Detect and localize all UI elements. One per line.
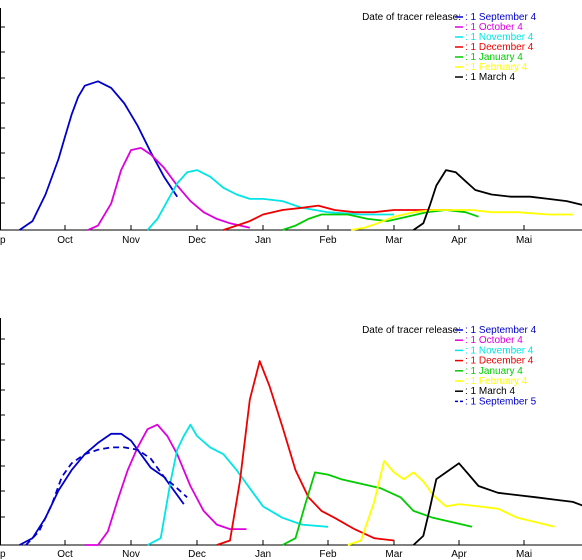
x-tick-label: Nov xyxy=(122,549,140,560)
x-tick-label: Dec xyxy=(188,549,206,560)
legend-entry: : 1 September 5 xyxy=(465,396,537,407)
series-line-4 xyxy=(216,360,395,546)
legend-entry: : 1 January 4 xyxy=(465,52,523,63)
series-line-2 xyxy=(84,423,247,546)
legend-entry: : 1 March 4 xyxy=(465,72,515,83)
series-line-2 xyxy=(87,146,250,231)
x-tick-label: ep xyxy=(0,235,6,246)
x-tick-label: ep xyxy=(0,549,6,560)
x-tick-label: Oct xyxy=(57,549,73,560)
chart-panel-2: epOctNovDecJanFebMarAprMaiJDate of trace… xyxy=(0,318,582,560)
legend-entry: : 1 January 4 xyxy=(465,366,523,377)
legend-entry: : 1 November 4 xyxy=(465,345,534,356)
x-tick-label: Oct xyxy=(57,235,73,246)
x-tick-label: Jan xyxy=(255,549,271,560)
legend-entry: : 1 November 4 xyxy=(465,32,534,43)
chart-panel-1: epOctNovDecJanFebMarAprMaiJDate of trace… xyxy=(0,8,582,246)
legend-title: Date of tracer release: xyxy=(362,325,461,336)
legend-entry: : 1 September 4 xyxy=(465,12,537,23)
series-line-6 xyxy=(350,209,573,231)
series-line-8 xyxy=(25,446,188,546)
x-tick-label: Apr xyxy=(451,549,467,560)
legend-entry: : 1 December 4 xyxy=(465,356,534,367)
series-line-6 xyxy=(347,460,555,546)
x-tick-label: Mar xyxy=(385,549,403,560)
x-tick-label: Jan xyxy=(255,235,271,246)
series-line-7 xyxy=(412,169,582,231)
x-tick-label: Mai xyxy=(516,235,532,246)
x-tick-label: Mai xyxy=(516,549,532,560)
series-line-7 xyxy=(412,462,582,546)
series-line-1 xyxy=(18,80,178,231)
legend-entry: : 1 February 4 xyxy=(465,376,528,387)
legend-entry: : 1 October 4 xyxy=(465,335,523,346)
series-line-3 xyxy=(146,169,394,231)
legend-title: Date of tracer release: xyxy=(362,12,461,23)
legend-entry: : 1 February 4 xyxy=(465,62,528,73)
series-line-3 xyxy=(147,423,329,546)
legend-entry: : 1 December 4 xyxy=(465,42,534,53)
legend-entry: : 1 March 4 xyxy=(465,386,515,397)
x-tick-label: Nov xyxy=(122,235,140,246)
legend-entry: : 1 September 4 xyxy=(465,325,537,336)
x-tick-label: Feb xyxy=(319,235,337,246)
x-tick-label: Dec xyxy=(188,235,206,246)
x-tick-label: Mar xyxy=(385,235,403,246)
x-tick-label: Feb xyxy=(319,549,337,560)
legend-entry: : 1 October 4 xyxy=(465,22,523,33)
series-line-4 xyxy=(223,204,453,231)
series-line-5 xyxy=(282,209,479,231)
x-tick-label: Apr xyxy=(451,235,467,246)
series-line-1 xyxy=(19,432,185,546)
series-line-5 xyxy=(282,471,473,546)
